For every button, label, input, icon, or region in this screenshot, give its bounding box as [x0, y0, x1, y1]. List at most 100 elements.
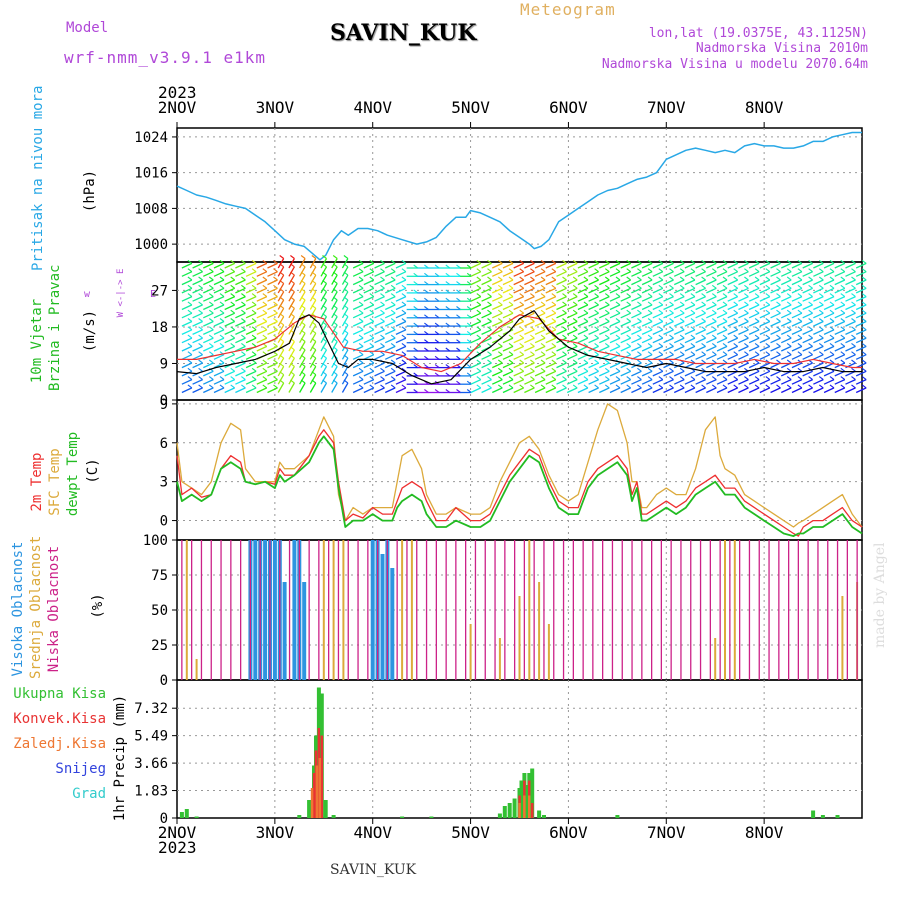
wind-barb	[502, 370, 514, 377]
wind-barb-tick	[241, 268, 246, 273]
wind-barb-tick	[413, 306, 419, 310]
wind-barb	[288, 307, 295, 319]
wind-barb-tick	[311, 338, 317, 342]
wind-barb-tick	[466, 289, 472, 294]
wind-barb-tick	[818, 342, 824, 347]
wind-barb-tick	[658, 342, 664, 347]
wind-barb-tick	[637, 384, 642, 389]
wind-barb-tick	[551, 309, 557, 314]
temperature-tick-label: 9	[160, 397, 168, 413]
precipitation-tick-label: 1.83	[134, 784, 168, 800]
wind-barb-tick	[658, 367, 664, 372]
wind-barb	[267, 271, 278, 277]
wind-barb	[834, 279, 846, 286]
wind-barb-tick	[626, 284, 632, 289]
wind-barb-tick	[530, 334, 535, 339]
wind-barb	[577, 296, 589, 302]
wind-barb-tick	[311, 279, 317, 284]
wind-barb	[802, 304, 813, 311]
wind-barb	[320, 274, 328, 285]
wind-barb-tick	[445, 289, 451, 294]
wind-barb-tick	[187, 309, 193, 314]
wind-barb	[299, 349, 306, 360]
wind-barb	[374, 271, 385, 277]
wind-barb	[245, 362, 257, 369]
wind-barb	[813, 296, 824, 302]
wind-barb-tick	[733, 351, 739, 356]
wind-barb-tick	[701, 351, 706, 356]
wind-barb-tick	[711, 342, 717, 347]
wind-barb-tick	[786, 342, 792, 347]
wind-barb	[470, 337, 482, 344]
wind-barb-tick	[279, 313, 285, 318]
wind-barb-tick	[424, 272, 429, 277]
wind-barb-tick	[273, 359, 278, 364]
wind-barb	[374, 345, 385, 352]
wind-barb	[192, 271, 203, 277]
wind-barb-tick	[669, 259, 674, 264]
wind-barb	[181, 312, 193, 319]
wind-barb-tick	[840, 309, 846, 314]
wind-barb	[203, 262, 214, 269]
wind-barb-tick	[711, 367, 717, 372]
low-cloud-bar	[455, 540, 457, 680]
wind-barb-tick	[508, 326, 514, 331]
wind-barb	[770, 329, 781, 335]
wind-barb-tick	[476, 301, 482, 306]
wind-barb-tick	[851, 301, 856, 306]
wind-barb-tick	[369, 259, 375, 264]
wind-barb	[341, 299, 349, 310]
wind-barb-tick	[219, 376, 225, 381]
wind-barb	[556, 279, 567, 286]
wind-barb-tick	[358, 376, 364, 381]
wind-barb-tick	[754, 318, 760, 322]
wind-barb-tick	[583, 384, 589, 389]
wind-barb-tick	[311, 304, 317, 309]
wind-barb-tick	[851, 384, 856, 389]
wind-barb-tick	[497, 301, 503, 306]
wind-barb	[245, 287, 257, 294]
wind-barb-tick	[861, 334, 867, 339]
low-cloud-bar	[504, 540, 506, 680]
wind-barb-tick	[733, 301, 739, 306]
wind-barb	[738, 362, 749, 369]
wind-barb	[823, 320, 835, 327]
wind-barb	[374, 354, 385, 360]
wind-barb-tick	[251, 284, 257, 289]
wind-barb-tick	[497, 309, 503, 314]
wind-barb-tick	[476, 309, 482, 314]
wind-barb-tick	[332, 321, 338, 326]
wind-barb	[599, 337, 610, 344]
wind-barb-tick	[198, 326, 203, 331]
wind-barb-tick	[690, 284, 696, 289]
wind-barb	[566, 370, 578, 377]
wind-barb-tick	[786, 376, 792, 381]
wind-barb	[845, 271, 856, 277]
wind-barb	[534, 387, 546, 394]
wind-barb	[224, 337, 235, 344]
wind-barb-tick	[198, 268, 203, 273]
wind-barb-tick	[744, 384, 749, 389]
wind-barb-tick	[594, 259, 599, 264]
low-cloud-bar	[690, 540, 692, 680]
wind-barb	[620, 329, 631, 335]
wind-barb-tick	[401, 309, 407, 314]
wind-barb	[556, 312, 567, 319]
wind-barb	[277, 283, 285, 294]
wind-barb-tick	[829, 351, 835, 356]
wind-barb-tick	[647, 276, 653, 281]
wind-barb-tick	[322, 255, 327, 259]
wind-barb-tick	[332, 271, 338, 276]
wind-barb	[834, 304, 846, 311]
wind-barb	[502, 312, 514, 319]
precip-legend-konvek: Konvek.Kisa	[13, 711, 106, 727]
wind-barb	[267, 345, 278, 352]
wind-barb	[845, 337, 856, 344]
wind-barb	[481, 379, 492, 385]
wind-barb-tick	[829, 284, 835, 289]
wind-barb-tick	[208, 334, 214, 339]
wind-barb	[684, 304, 696, 311]
wind-barb	[213, 362, 225, 369]
wind-barb-tick	[198, 351, 203, 356]
wind-barb-tick	[230, 268, 236, 273]
